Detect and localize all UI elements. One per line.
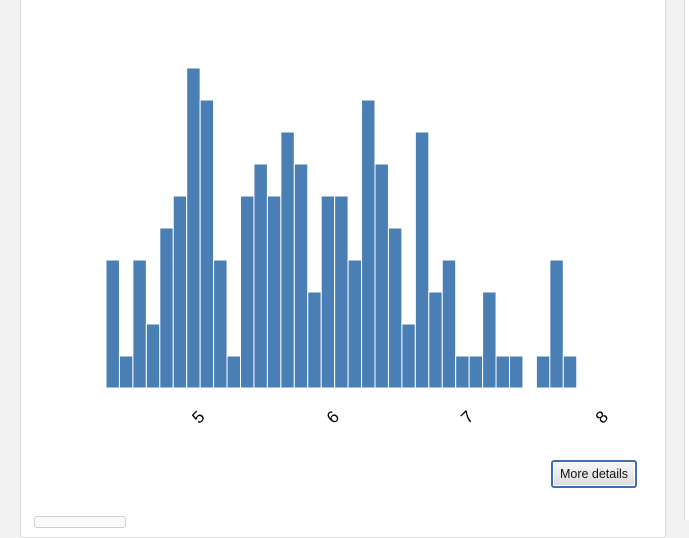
histogram-bar <box>334 195 349 389</box>
x-tick-label: 5 <box>188 407 208 427</box>
histogram-bar <box>320 195 336 389</box>
histogram-bar <box>280 131 295 389</box>
histogram-bar <box>266 195 282 389</box>
histogram-bar <box>307 291 322 389</box>
histogram-bar <box>468 355 484 389</box>
histogram-bar <box>374 163 389 389</box>
histogram-bar <box>172 195 188 389</box>
histogram-bar <box>428 291 443 389</box>
histogram-bar <box>549 259 564 389</box>
histogram-bar <box>361 99 376 389</box>
histogram-bar <box>347 259 363 389</box>
histogram-bar <box>293 163 309 389</box>
histogram-chart: 5 6 7 8 <box>105 67 612 427</box>
x-tick-label: 8 <box>592 407 612 427</box>
histogram-bar <box>199 99 215 389</box>
x-tick-label: 7 <box>457 407 477 427</box>
histogram-bar <box>118 355 134 389</box>
histogram-bar <box>145 323 161 389</box>
histogram-bar <box>401 323 416 389</box>
histogram-bar <box>535 355 551 389</box>
histogram-bar <box>132 259 147 389</box>
histogram-bar <box>213 259 228 389</box>
histogram-bar <box>253 163 268 389</box>
histogram-bar <box>455 355 470 389</box>
histogram-bar <box>105 259 120 389</box>
more-details-button[interactable]: More details <box>551 460 637 488</box>
adjacent-panel-edge <box>684 0 689 520</box>
histogram-bar <box>186 67 201 389</box>
x-tick-label: 6 <box>323 407 343 427</box>
histogram-bar <box>159 227 174 389</box>
bottom-control-stub[interactable] <box>34 516 126 528</box>
histogram-bar <box>387 227 403 389</box>
histogram-bar <box>495 355 510 389</box>
histogram-bar <box>482 291 497 389</box>
histogram-bar <box>226 355 242 389</box>
histogram-bar <box>509 355 524 389</box>
x-axis-tick-labels: 5 6 7 8 <box>188 407 612 427</box>
histogram-bar <box>414 131 430 389</box>
histogram-bar <box>562 355 578 389</box>
histogram-bars <box>105 67 578 389</box>
histogram-bar <box>441 259 457 389</box>
histogram-bar <box>240 195 255 389</box>
